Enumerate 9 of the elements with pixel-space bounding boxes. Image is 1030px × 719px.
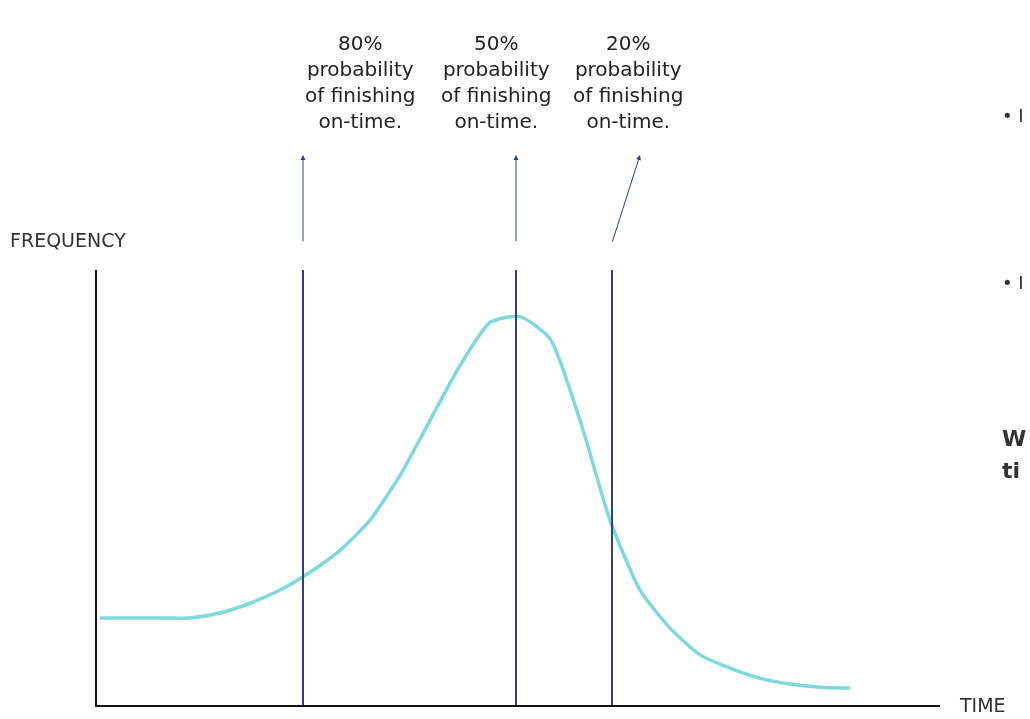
text: ti <box>1002 458 1021 483</box>
y-axis-title: FREQUENCY <box>10 229 127 251</box>
text: W <box>1002 426 1027 451</box>
x-axis-title: TIME <box>959 694 1006 716</box>
text: 80% probability of finishing on-time. <box>305 31 416 133</box>
text: 50% probability of finishing on-time. <box>441 31 552 133</box>
text: • I <box>1002 272 1024 293</box>
text: • I <box>1002 105 1024 126</box>
text: 20% probability of finishing on-time. <box>573 31 684 133</box>
